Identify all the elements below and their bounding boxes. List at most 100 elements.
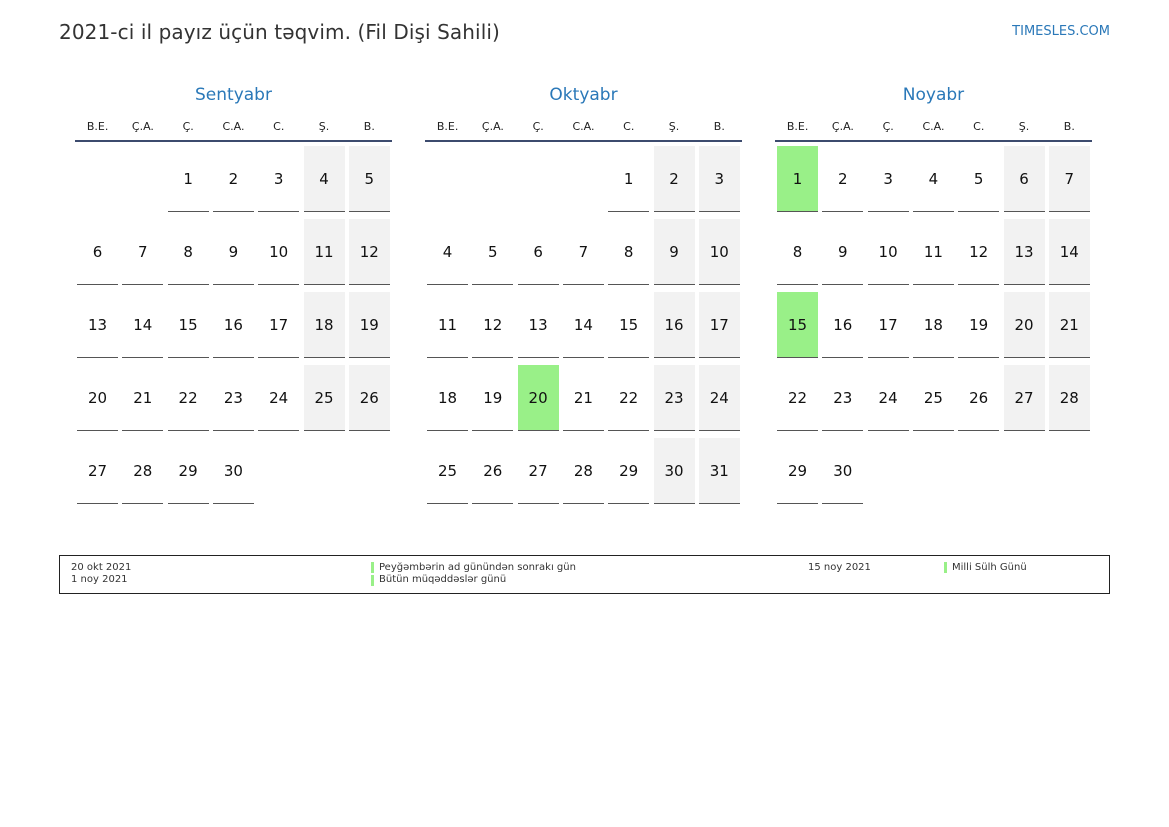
month-name: Sentyabr: [195, 85, 272, 105]
day-cell: 26: [472, 438, 514, 504]
day-cell: 6: [77, 219, 118, 285]
day-cell: 10: [258, 219, 300, 285]
day-cell: 5: [348, 146, 390, 212]
day-cell: 28: [122, 438, 164, 504]
day-cell: 28: [1048, 365, 1090, 431]
day-cell: 13: [77, 292, 118, 358]
day-cell: 20: [77, 365, 118, 431]
day-cell: 19: [348, 292, 390, 358]
day-cell: 29: [608, 438, 650, 504]
day-cell: 12: [958, 219, 1000, 285]
weekday-label: Ç.: [882, 120, 894, 133]
holiday-color-marker: [371, 575, 374, 586]
holiday-name: Milli Sülh Günü: [952, 562, 1027, 573]
day-cell: 21: [1048, 292, 1090, 358]
weekday-label: Ş.: [318, 120, 330, 133]
day-cell: 18: [912, 292, 954, 358]
day-cell: 29: [777, 438, 818, 504]
weekday-label: Ç.A.: [481, 120, 504, 133]
day-cell: 4: [912, 146, 954, 212]
holiday-date: 1 noy 2021: [71, 574, 128, 585]
day-cell: 27: [1003, 365, 1045, 431]
day-cell: 2: [653, 146, 695, 212]
day-cell: 13: [1003, 219, 1045, 285]
weekday-label: B.E.: [436, 120, 459, 133]
day-cell: 7: [562, 219, 604, 285]
day-cell: 16: [212, 292, 254, 358]
weekday-label: C.A.: [222, 120, 245, 133]
day-cell: 23: [212, 365, 254, 431]
day-cell: 13: [517, 292, 559, 358]
day-cell: 4: [303, 146, 345, 212]
day-cell: 19: [958, 292, 1000, 358]
day-cell: 7: [122, 219, 164, 285]
site-link[interactable]: TIMESLES.COM: [1012, 24, 1110, 39]
holiday-date: 15 noy 2021: [808, 562, 871, 573]
day-cell: 5: [472, 219, 514, 285]
weekday-header: B.E. Ç.A. Ç. C.A. C. Ş. B.: [75, 118, 392, 142]
weekday-label: B.: [713, 120, 725, 133]
day-cell: 12: [348, 219, 390, 285]
day-cell: 18: [303, 292, 345, 358]
day-cell: 27: [517, 438, 559, 504]
holiday-name: Peyğəmbərin ad günündən sonrakı gün: [379, 562, 576, 573]
weekday-header: B.E. Ç.A. Ç. C.A. C. Ş. B.: [775, 118, 1092, 142]
day-cell: 25: [427, 438, 468, 504]
day-cell: 16: [653, 292, 695, 358]
day-cell: 9: [653, 219, 695, 285]
day-cell: 15: [777, 292, 818, 358]
day-cell: 8: [777, 219, 818, 285]
day-cell: 27: [77, 438, 118, 504]
day-cell: 14: [1048, 219, 1090, 285]
holiday-name: Bütün müqəddəslər günü: [379, 574, 507, 585]
weekday-label: B.E.: [786, 120, 809, 133]
holiday-color-marker: [944, 562, 947, 573]
weekday-label: C.A.: [922, 120, 945, 133]
day-cell: 1: [608, 146, 650, 212]
weekday-label: Ç.A.: [131, 120, 154, 133]
day-cell: 24: [698, 365, 740, 431]
day-cell: 9: [822, 219, 864, 285]
weekday-header: B.E. Ç.A. Ç. C.A. C. Ş. B.: [425, 118, 742, 142]
day-cell: 31: [698, 438, 740, 504]
page-title: 2021-ci il payız üçün təqvim. (Fil Dişi …: [59, 20, 500, 44]
holiday-color-marker: [371, 562, 374, 573]
day-cell: 21: [122, 365, 164, 431]
day-cell: 26: [348, 365, 390, 431]
day-cell: 11: [912, 219, 954, 285]
day-cell: 22: [608, 365, 650, 431]
day-cell: 20: [517, 365, 559, 431]
weekday-label: Ç.: [182, 120, 194, 133]
weekday-label: C.A.: [572, 120, 595, 133]
day-cell: 11: [303, 219, 345, 285]
day-cell: 1: [777, 146, 818, 212]
day-cell: 3: [867, 146, 909, 212]
weekday-label: C.: [273, 120, 285, 133]
day-cell: 2: [212, 146, 254, 212]
day-cell: 30: [822, 438, 864, 504]
day-cell: 8: [167, 219, 209, 285]
weekday-label: B.: [1063, 120, 1075, 133]
day-cell: 6: [517, 219, 559, 285]
day-cell: 2: [822, 146, 864, 212]
weekday-label: B.E.: [86, 120, 109, 133]
day-cell: 7: [1048, 146, 1090, 212]
weekday-label: C.: [973, 120, 985, 133]
day-cell: 15: [167, 292, 209, 358]
day-cell: 25: [303, 365, 345, 431]
month-name: Noyabr: [902, 85, 965, 105]
day-cell: 14: [122, 292, 164, 358]
weekday-label: C.: [623, 120, 635, 133]
day-cell: 25: [912, 365, 954, 431]
weekday-label: Ş.: [1018, 120, 1030, 133]
weekday-label: Ş.: [668, 120, 680, 133]
day-cell: 30: [212, 438, 254, 504]
weekday-label: Ç.A.: [831, 120, 854, 133]
day-cell: 3: [258, 146, 300, 212]
day-cell: 14: [562, 292, 604, 358]
day-cell: 26: [958, 365, 1000, 431]
